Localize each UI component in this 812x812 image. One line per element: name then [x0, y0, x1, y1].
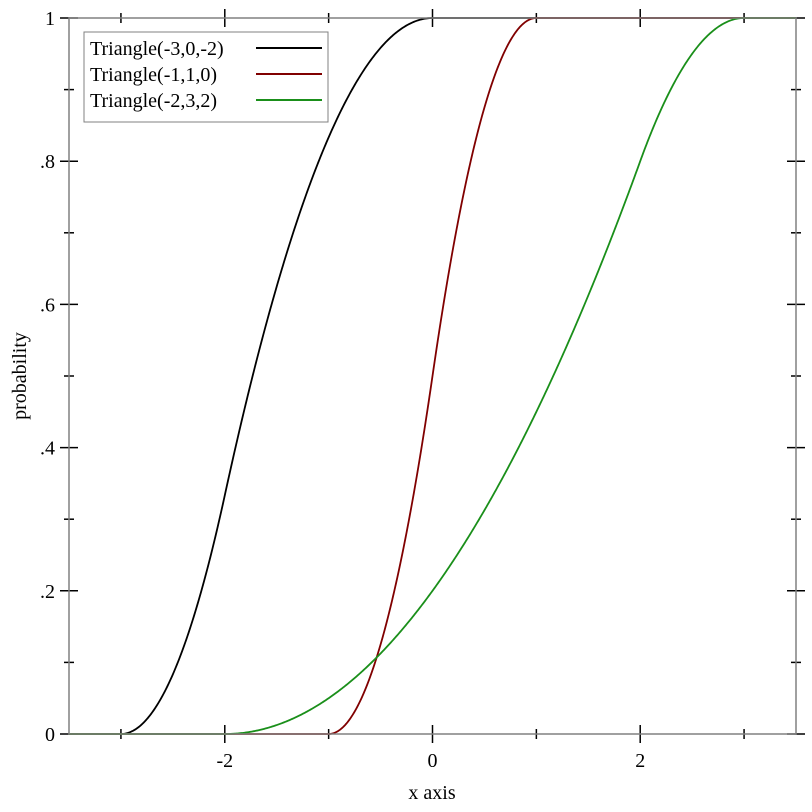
legend: Triangle(-3,0,-2) Triangle(-1,1,0) Triangl…	[83, 31, 329, 123]
y-tick-label: 1	[45, 8, 55, 30]
y-tick-label: .2	[40, 581, 55, 603]
y-tick-label: .8	[40, 151, 55, 173]
legend-label: Triangle(-1,1,0)	[90, 64, 217, 86]
x-tick-label: 2	[635, 750, 645, 772]
curves	[69, 17, 796, 735]
y-tick-label: 0	[45, 724, 55, 746]
y-axis-label: probability	[9, 332, 31, 420]
legend-label: Triangle(-3,0,-2)	[90, 38, 224, 60]
y-tick-label: .4	[40, 438, 55, 460]
plot-frame	[68, 17, 797, 735]
y-tick-label: .6	[40, 294, 55, 316]
x-tick-label: -2	[216, 750, 233, 772]
ticks: -2 0 2 0 .2 .4 .6 .8 1	[40, 8, 805, 772]
legend-label: Triangle(-2,3,2)	[90, 90, 217, 112]
x-axis-label: x axis	[408, 782, 455, 804]
x-tick-label: 0	[428, 750, 438, 772]
series-line	[69, 17, 796, 735]
